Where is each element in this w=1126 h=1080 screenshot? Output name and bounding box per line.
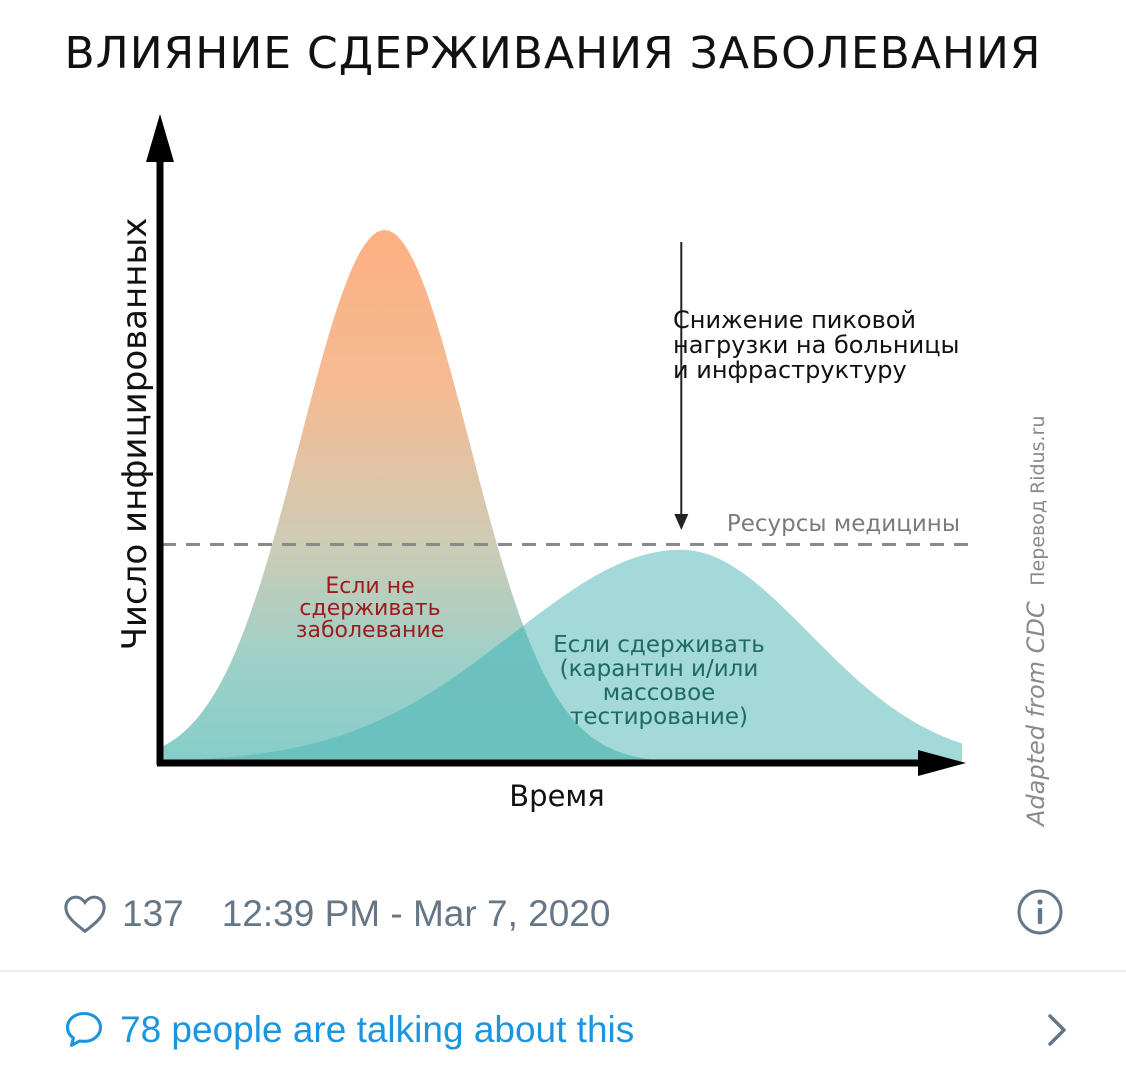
timestamp[interactable]: 12:39 PM - Mar 7, 2020 [221, 893, 611, 934]
annotation-text-line: Снижение пиковой [673, 306, 916, 334]
chart-title: ВЛИЯНИЕ СДЕРЖИВАНИЯ ЗАБОЛЕВАНИЯ [64, 28, 1042, 79]
chevron-right-icon[interactable] [1042, 1010, 1072, 1050]
chart: Число инфицированных Время Ресурсы медиц… [115, 114, 1050, 828]
speech-bubble-icon [65, 1011, 103, 1047]
annotation-text: Снижение пиковой нагрузки на больницы и ин… [673, 306, 960, 384]
y-axis-arrow-icon [146, 114, 174, 162]
series-mitigated-area [160, 549, 962, 763]
label-mitigated-line: массовое [603, 680, 716, 706]
series-label-unmitigated: Если не сдерживать заболевание [296, 574, 444, 643]
series-label-mitigated: Если сдерживать (карантин и/или массовое те… [553, 632, 765, 730]
annotation-text-line: нагрузки на больницы [673, 331, 960, 359]
like-count: 137 [122, 893, 184, 934]
heart-icon[interactable] [62, 891, 108, 937]
annotation-text-line: и инфраструктуру [673, 356, 907, 384]
source-text: Adapted from CDC [1022, 601, 1050, 828]
conversation-text: 78 people are talking about this [120, 1009, 635, 1050]
divider [0, 970, 1126, 972]
y-axis-label: Число инфицированных [115, 218, 155, 651]
info-icon[interactable] [1016, 888, 1064, 936]
source-credit: Adapted from CDC Перевод Ridus.ru [1022, 416, 1050, 828]
label-mitigated-line: Если сдерживать [553, 632, 765, 658]
translation-text: Перевод Ridus.ru [1027, 416, 1049, 586]
x-axis-label: Время [509, 779, 604, 813]
series-unmitigated-area [160, 230, 962, 763]
x-axis-arrow-icon [918, 750, 966, 776]
label-unmitigated-line: Если не [325, 574, 414, 599]
label-unmitigated-line: заболевание [296, 618, 444, 643]
annotation-arrowhead-icon [674, 514, 689, 530]
reference-line-label: Ресурсы медицины [727, 511, 960, 537]
label-mitigated-line: (карантин и/или [560, 656, 759, 682]
conversation-link[interactable]: 78 people are talking about this [62, 1000, 1072, 1060]
tweet-meta: 137 12:39 PM - Mar 7, 2020 [62, 884, 610, 944]
label-mitigated-line: тестирование) [570, 704, 748, 730]
label-unmitigated-line: сдерживать [299, 596, 440, 621]
